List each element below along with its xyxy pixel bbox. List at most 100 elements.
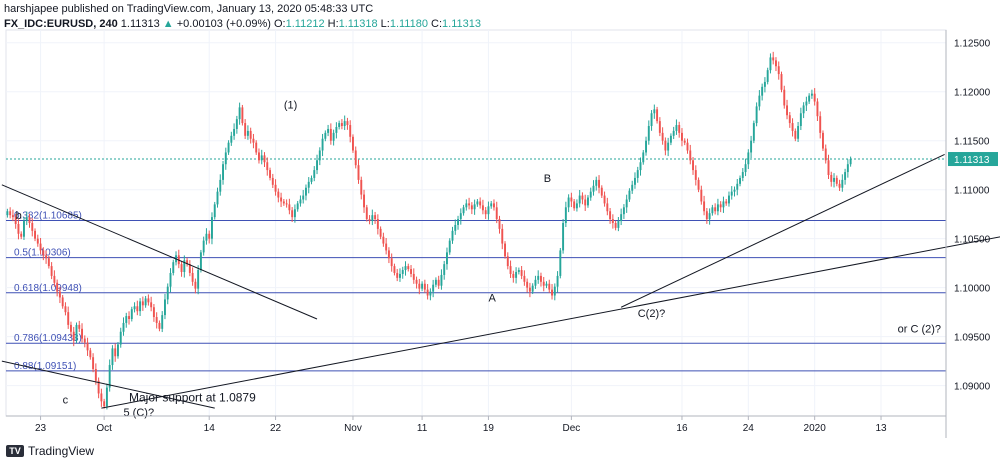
close-label: C:	[431, 18, 443, 30]
candle-body	[692, 160, 694, 171]
candle-body	[211, 217, 213, 239]
wave-annotation: c	[63, 394, 69, 406]
candle-body	[465, 203, 468, 208]
candle-body	[824, 148, 827, 161]
candle-body	[689, 150, 692, 161]
candle-body	[799, 113, 802, 127]
candle-body	[570, 197, 573, 202]
tradingview-logo[interactable]: TV TradingView	[6, 444, 94, 458]
candle-body	[338, 123, 341, 127]
candle-body	[45, 255, 48, 259]
candle-body	[72, 331, 75, 341]
candle-body	[100, 393, 103, 402]
candle-body	[426, 289, 429, 296]
candle-body	[335, 126, 338, 133]
candle-body	[31, 223, 34, 231]
candle-body	[20, 233, 23, 237]
wave-annotation: 5 (C)?	[124, 407, 155, 419]
time-tick-label: 22	[270, 423, 282, 434]
candle-body	[780, 74, 783, 90]
candle-body	[324, 132, 327, 139]
candle-body	[340, 123, 343, 127]
candle-body	[802, 105, 805, 114]
fib-label: 0.786(1.09433)	[14, 333, 82, 344]
candle-body	[23, 221, 25, 237]
grid	[5, 29, 947, 417]
candle-body	[117, 344, 119, 357]
candle-body	[498, 219, 501, 229]
candle-body	[728, 195, 730, 204]
candle-body	[81, 328, 83, 339]
candle-body	[67, 312, 70, 325]
wave-annotation: b	[16, 210, 22, 222]
candle-body	[255, 142, 258, 153]
candle-body	[609, 211, 612, 220]
candle-body	[17, 223, 20, 234]
trendline	[1, 184, 318, 320]
trendlines	[1, 153, 1000, 409]
wave-annotation: B	[544, 173, 551, 185]
high-value: 1.11318	[338, 18, 378, 30]
candle-body	[357, 165, 360, 180]
candle-body	[346, 121, 349, 126]
candle-body	[763, 81, 766, 87]
candle-body	[553, 286, 556, 296]
candle-body	[808, 95, 811, 102]
candle-body	[396, 272, 399, 278]
candle-body	[216, 191, 219, 205]
candle-body	[446, 252, 448, 265]
candle-body	[846, 164, 849, 173]
candle-body	[816, 101, 819, 117]
candle-body	[39, 243, 42, 251]
candle-body	[263, 155, 266, 163]
candle-body	[490, 203, 493, 207]
candle-body	[667, 142, 670, 151]
time-tick-label: 23	[35, 423, 47, 434]
candle-body	[139, 301, 142, 312]
candles	[6, 51, 852, 410]
candle-body	[128, 316, 130, 320]
candle-body	[144, 298, 147, 306]
open-label: O:	[273, 18, 286, 30]
candle-body	[739, 177, 741, 184]
time-axis[interactable]: 23 Oct 14 22 Nov 11 19 Dec 16 24 2020 13	[6, 415, 946, 434]
candle-body	[58, 291, 61, 298]
candle-body	[614, 223, 617, 228]
candle-body	[473, 204, 476, 210]
candle-body	[415, 279, 418, 284]
candle-body	[230, 135, 233, 143]
candle-body	[407, 266, 410, 270]
candle-body	[822, 132, 824, 149]
time-tick-label: 16	[676, 423, 688, 434]
candle-body	[83, 338, 86, 343]
candle-body	[277, 191, 280, 198]
candle-body	[628, 190, 631, 200]
candle-body	[352, 136, 354, 151]
symbol-label: FX_IDC:EURUSD, 240	[4, 18, 118, 30]
candle-body	[481, 205, 484, 211]
candle-body	[504, 243, 506, 257]
candle-body	[274, 184, 277, 192]
price-axis[interactable]: 1.12500 1.12000 1.11500 1.11000 1.10500 1.100…	[945, 30, 998, 438]
candle-body	[562, 223, 565, 251]
candle-body	[205, 233, 208, 241]
candle-body	[186, 260, 189, 265]
candle-body	[332, 132, 335, 141]
candle-body	[642, 152, 645, 163]
candle-body	[28, 217, 31, 223]
price-tick-label: 1.10000	[954, 284, 991, 295]
candle-body	[6, 211, 9, 216]
candle-body	[89, 350, 92, 358]
candle-body	[606, 203, 609, 212]
candle-body	[523, 275, 526, 282]
candle-body	[813, 93, 816, 102]
candle-body	[92, 357, 95, 369]
candle-body	[495, 207, 498, 220]
candle-body	[705, 211, 708, 220]
candle-body	[595, 179, 598, 186]
candle-body	[365, 207, 368, 220]
candle-body	[537, 275, 540, 280]
candle-body	[620, 214, 623, 222]
candle-body	[600, 187, 603, 196]
